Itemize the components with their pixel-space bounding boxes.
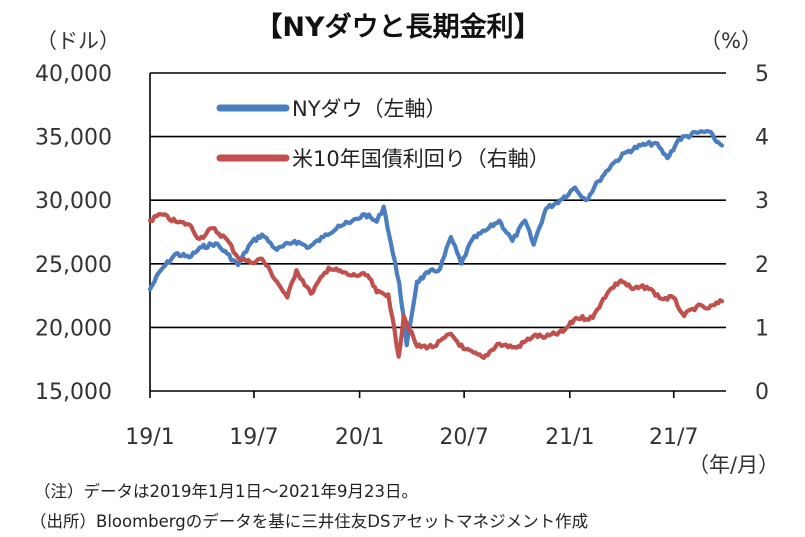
left-axis-unit: （ドル） (36, 29, 120, 53)
x-tick-label: 21/1 (545, 425, 594, 450)
right-tick-label: 0 (755, 380, 769, 405)
right-tick-label: 1 (755, 316, 769, 341)
x-tick-label: 20/1 (335, 425, 384, 450)
left-tick-label: 40,000 (35, 62, 112, 87)
legend-label: 米10年国債利回り（右軸） (292, 147, 550, 171)
right-tick-label: 3 (755, 189, 769, 214)
left-tick-label: 25,000 (35, 253, 112, 278)
right-tick-label: 2 (755, 253, 769, 278)
x-tick-label: 19/7 (229, 425, 278, 450)
x-tick-label: 20/7 (439, 425, 488, 450)
footnote-period: （注）データは2019年1月1日～2021年9月23日。 (34, 482, 418, 501)
right-tick-label: 5 (755, 62, 769, 87)
x-tick-label: 21/7 (649, 425, 698, 450)
footnote-source: （出所）Bloombergのデータを基に三井住友DSアセットマネジメント作成 (30, 512, 589, 531)
legend-label: NYダウ（左軸） (292, 97, 447, 121)
x-axis-unit: （年/月） (688, 453, 779, 477)
x-tick-label: 19/1 (125, 425, 174, 450)
left-tick-label: 35,000 (35, 126, 112, 151)
right-tick-label: 4 (755, 126, 769, 151)
left-tick-label: 30,000 (35, 189, 112, 214)
right-axis-unit: （%） (700, 29, 762, 53)
left-tick-label: 20,000 (35, 316, 112, 341)
series-line-nydow (147, 128, 725, 348)
series-line-us10y (147, 212, 725, 360)
left-tick-label: 15,000 (35, 380, 112, 405)
chart-title: 【NYダウと長期金利】 (255, 11, 540, 43)
